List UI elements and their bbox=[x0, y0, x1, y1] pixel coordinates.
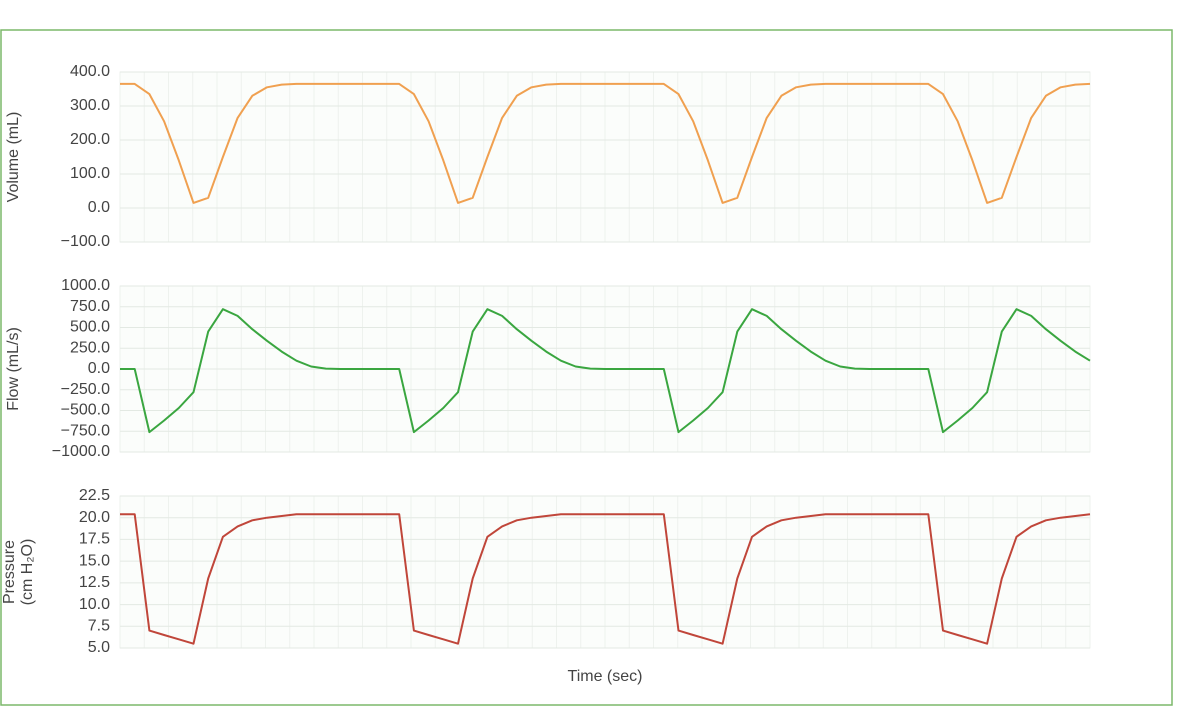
y-tick-label: 300.0 bbox=[70, 97, 110, 114]
y-tick-label: −250.0 bbox=[61, 381, 110, 398]
y-tick-label: 12.5 bbox=[79, 574, 110, 591]
y-tick-label: −100.0 bbox=[61, 233, 110, 250]
y-tick-label: 0.0 bbox=[88, 199, 110, 216]
y-tick-label: 15.0 bbox=[79, 552, 110, 569]
x-axis-label: Time (sec) bbox=[568, 668, 643, 685]
y-tick-label: 5.0 bbox=[88, 639, 110, 656]
y-tick-label: 400.0 bbox=[70, 63, 110, 80]
y-axis-label: Flow (mL/s) bbox=[5, 327, 22, 411]
y-tick-label: 1000.0 bbox=[61, 277, 110, 294]
y-tick-label: 22.5 bbox=[79, 487, 110, 504]
y-tick-label: 200.0 bbox=[70, 131, 110, 148]
y-tick-label: 20.0 bbox=[79, 509, 110, 526]
data-line bbox=[120, 82, 1091, 204]
frame bbox=[0, 29, 1173, 706]
y-tick-label: 250.0 bbox=[70, 339, 110, 356]
y-tick-label: 7.5 bbox=[88, 618, 110, 635]
y-tick-label: 10.0 bbox=[79, 596, 110, 613]
y-axis-label: (cm H₂O) bbox=[19, 539, 36, 606]
y-tick-label: −750.0 bbox=[61, 422, 110, 439]
y-tick-label: 0.0 bbox=[88, 360, 110, 377]
y-tick-label: 750.0 bbox=[70, 298, 110, 315]
y-tick-label: −500.0 bbox=[61, 402, 110, 419]
data-line bbox=[120, 513, 1091, 645]
data-line bbox=[120, 308, 1091, 434]
y-axis-label: Volume (mL) bbox=[5, 112, 22, 203]
y-tick-label: −1000.0 bbox=[52, 443, 110, 460]
y-tick-label: 500.0 bbox=[70, 319, 110, 336]
y-axis-label: Pressure bbox=[1, 540, 18, 604]
y-tick-label: 17.5 bbox=[79, 531, 110, 548]
y-tick-label: 100.0 bbox=[70, 165, 110, 182]
